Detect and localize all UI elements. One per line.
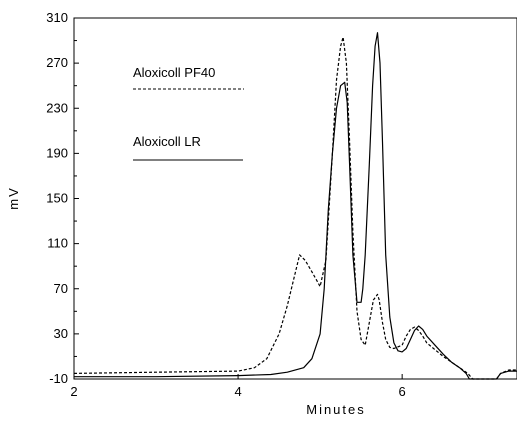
y-axis-title: mV xyxy=(6,186,21,210)
y-tick-label: 190 xyxy=(46,145,68,160)
y-tick-label: 270 xyxy=(46,55,68,70)
y-tick-label: 230 xyxy=(46,100,68,115)
series-line-pf40 xyxy=(73,36,517,380)
x-axis-title: Minutes xyxy=(306,402,366,417)
legend-label-pf40: Aloxicoll PF40 xyxy=(133,65,215,80)
y-tick-label: 110 xyxy=(47,236,68,251)
y-tick-label: -10 xyxy=(49,371,68,386)
y-tick-label: 70 xyxy=(54,281,68,296)
plot-lines xyxy=(73,32,517,380)
series-line-lr xyxy=(74,32,517,380)
x-tick-label: 4 xyxy=(234,384,241,399)
x-tick-label: 6 xyxy=(399,384,406,399)
legend-label-lr: Aloxicoll LR xyxy=(133,134,201,149)
x-tick-label: 2 xyxy=(70,384,77,399)
x-axis-ticks: 2 4 6 xyxy=(70,374,406,399)
y-tick-label: 150 xyxy=(46,191,68,206)
y-axis-ticks: -10 30 70 110 150 190 230 270 310 xyxy=(46,10,79,386)
y-tick-label: 310 xyxy=(46,10,68,25)
legend: Aloxicoll PF40 Aloxicoll LR xyxy=(133,65,244,161)
y-tick-label: 30 xyxy=(54,326,68,341)
